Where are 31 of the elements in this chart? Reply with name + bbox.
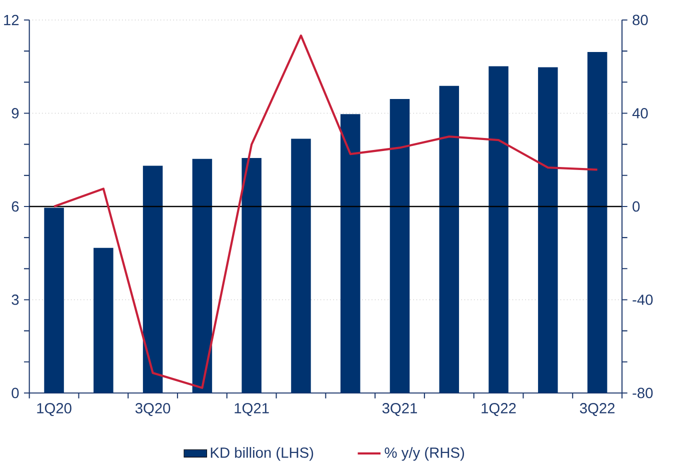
y-tick-label: 3: [12, 294, 19, 305]
legend-label: % y/y (RHS): [384, 447, 464, 461]
bar: [390, 98, 410, 393]
bar: [44, 208, 64, 393]
line-series: [52, 34, 598, 389]
legend-label: KD billion (LHS): [210, 447, 314, 461]
y2-tick-label: -80: [632, 388, 653, 398]
bar: [94, 248, 114, 393]
x-tick-label: 3Q20: [135, 403, 170, 416]
x-tick-label: 3Q21: [382, 403, 417, 416]
bar: [538, 67, 558, 393]
x-tick-label: 1Q20: [37, 403, 72, 416]
y-tick-label: 12: [4, 14, 19, 26]
y-tick-label: 9: [12, 108, 19, 118]
bar: [587, 52, 608, 393]
bar: [439, 86, 460, 393]
bar: [488, 66, 508, 393]
bar: [340, 114, 360, 393]
y2-tick-label: 40: [632, 108, 648, 118]
y2-tick-label: -40: [632, 294, 653, 305]
y-tick-label: 6: [12, 201, 19, 212]
bar: [192, 158, 212, 393]
y2-tick-label: 0: [632, 201, 640, 212]
bar: [142, 166, 163, 393]
x-tick-label: 1Q21: [234, 403, 269, 416]
bar: [242, 158, 262, 393]
x-tick-label: 1Q22: [482, 403, 516, 416]
bar: [291, 138, 311, 393]
y2-tick-label: 80: [632, 14, 648, 26]
x-tick-label: 3Q22: [580, 403, 615, 416]
y-tick-label: 0: [12, 388, 19, 398]
